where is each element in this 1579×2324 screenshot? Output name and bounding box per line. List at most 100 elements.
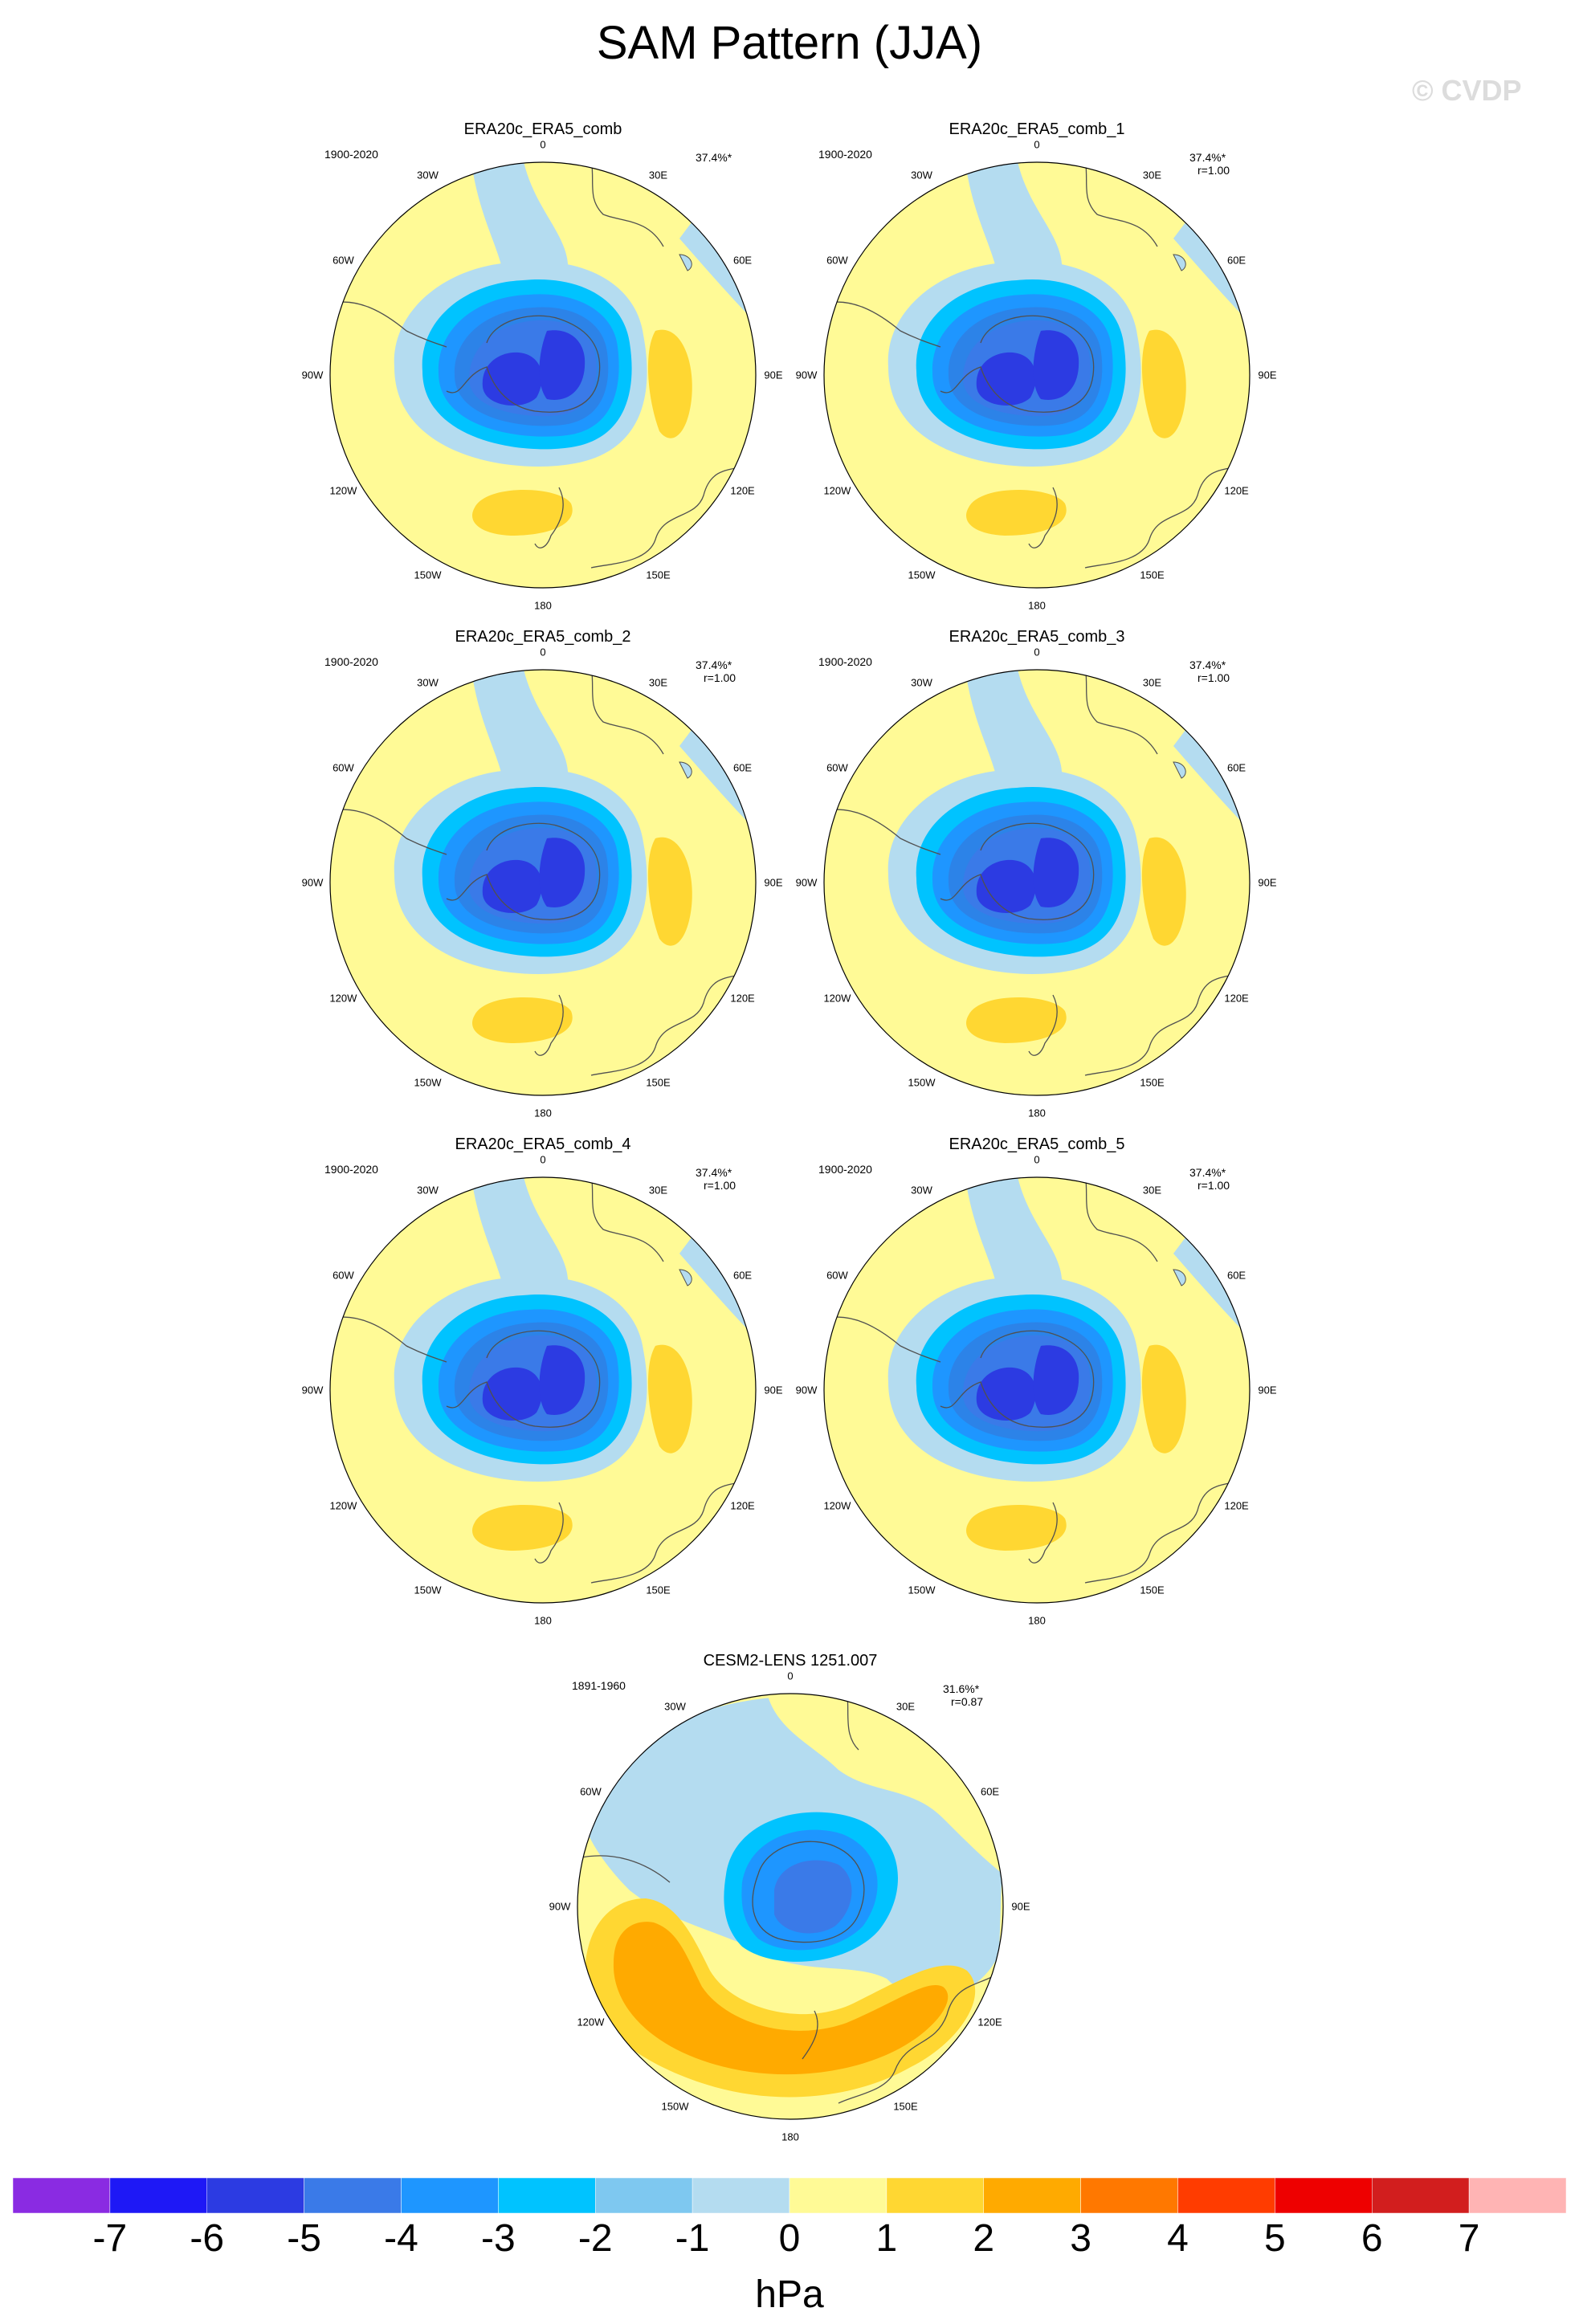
colorbar-tick: -4 bbox=[384, 2217, 418, 2260]
panel-pattern-correlation: r=0.87 bbox=[951, 1695, 984, 1708]
colorbar-tick: 4 bbox=[1167, 2217, 1189, 2260]
longitude-label: 180 bbox=[1028, 1107, 1046, 1119]
polar-stereographic-map bbox=[823, 1176, 1251, 1604]
longitude-label: 0 bbox=[540, 646, 546, 658]
longitude-label: 180 bbox=[534, 1107, 552, 1119]
longitude-label: 150W bbox=[908, 1584, 936, 1596]
panel-variance-pct: 37.4%* bbox=[696, 1166, 732, 1179]
longitude-label: 90W bbox=[549, 1900, 571, 1913]
colorbar-tick: -7 bbox=[92, 2217, 128, 2260]
page-title: SAM Pattern (JJA) bbox=[596, 17, 983, 69]
panel-pattern-correlation: r=1.00 bbox=[704, 671, 736, 684]
longitude-label: 120E bbox=[1224, 992, 1249, 1004]
map-panel bbox=[823, 1176, 1251, 1604]
longitude-label: 30W bbox=[911, 169, 932, 181]
longitude-label: 90E bbox=[1258, 1384, 1277, 1396]
longitude-label: 60E bbox=[732, 254, 753, 266]
panel-title: ERA20c_ERA5_comb_1 bbox=[949, 120, 1125, 138]
longitude-label: 150W bbox=[414, 569, 442, 581]
longitude-label: 150E bbox=[1140, 569, 1165, 581]
panel-variance-pct: 37.4%* bbox=[1189, 658, 1226, 671]
longitude-label: 120W bbox=[577, 2016, 605, 2028]
longitude-label: 90W bbox=[795, 369, 818, 381]
longitude-label: 150E bbox=[893, 2100, 918, 2113]
colorbar-swatch bbox=[1177, 2178, 1275, 2213]
longitude-label: 0 bbox=[540, 138, 546, 151]
longitude-label: 90W bbox=[795, 876, 818, 889]
longitude-label: 60E bbox=[1226, 1269, 1246, 1281]
longitude-label: 90E bbox=[764, 876, 783, 889]
colorbar-tick: 5 bbox=[1264, 2217, 1286, 2260]
longitude-label: 30W bbox=[417, 676, 439, 689]
longitude-label: 90E bbox=[764, 369, 783, 381]
longitude-label: 150E bbox=[1140, 1076, 1165, 1089]
longitude-label: 60W bbox=[580, 1785, 602, 1797]
longitude-label: 120E bbox=[1224, 484, 1249, 496]
colorbar-swatch bbox=[1275, 2178, 1373, 2213]
panel-pattern-correlation: r=1.00 bbox=[704, 1179, 736, 1192]
longitude-label: 90E bbox=[764, 1384, 783, 1396]
longitude-label: 0 bbox=[1034, 1153, 1040, 1166]
longitude-label: 180 bbox=[1028, 1614, 1046, 1627]
polar-stereographic-map bbox=[329, 161, 757, 589]
colorbar-swatch bbox=[498, 2178, 596, 2213]
panel-variance-pct: 37.4%* bbox=[1189, 151, 1226, 164]
longitude-label: 30E bbox=[1142, 1184, 1162, 1197]
longitude-label: 30W bbox=[664, 1700, 686, 1713]
longitude-label: 60W bbox=[333, 254, 354, 266]
longitude-label: 30E bbox=[896, 1700, 916, 1713]
longitude-label: 120E bbox=[977, 2016, 1002, 2028]
panel-variance-pct: 37.4%* bbox=[1189, 1166, 1226, 1179]
watermark: © CVDP bbox=[1412, 74, 1522, 107]
colorbar-tick: 3 bbox=[1070, 2217, 1091, 2260]
longitude-label: 30E bbox=[1142, 169, 1162, 181]
longitude-label: 90W bbox=[301, 369, 324, 381]
longitude-label: 60E bbox=[1226, 761, 1246, 773]
longitude-label: 60W bbox=[826, 761, 848, 773]
colorbar-swatch bbox=[206, 2178, 304, 2213]
colorbar-swatch bbox=[13, 2178, 111, 2213]
longitude-label: 180 bbox=[781, 2130, 799, 2143]
longitude-label: 30W bbox=[417, 169, 439, 181]
longitude-label: 30E bbox=[1142, 676, 1162, 689]
longitude-label: 60W bbox=[333, 761, 354, 773]
colorbar-swatch bbox=[1080, 2178, 1178, 2213]
colorbar-swatch bbox=[1372, 2178, 1470, 2213]
longitude-label: 150W bbox=[908, 569, 936, 581]
colorbar-tick: 6 bbox=[1361, 2217, 1383, 2260]
panel-pattern-correlation: r=1.00 bbox=[1198, 164, 1230, 177]
map-panel bbox=[329, 1176, 757, 1604]
longitude-label: 180 bbox=[1028, 599, 1046, 612]
colorbar-units: hPa bbox=[755, 2273, 824, 2316]
longitude-label: 120E bbox=[730, 484, 755, 496]
longitude-label: 30W bbox=[911, 676, 932, 689]
longitude-label: 150E bbox=[646, 1584, 671, 1596]
longitude-label: 150E bbox=[1140, 1584, 1165, 1596]
panel-title: ERA20c_ERA5_comb_5 bbox=[949, 1135, 1125, 1153]
longitude-label: 60W bbox=[826, 254, 848, 266]
panel-title: CESM2-LENS 1251.007 bbox=[703, 1652, 878, 1670]
colorbar-swatch bbox=[1468, 2178, 1566, 2213]
colorbar-swatch bbox=[595, 2178, 693, 2213]
map-panel bbox=[823, 161, 1251, 589]
longitude-label: 180 bbox=[534, 599, 552, 612]
longitude-label: 60E bbox=[732, 761, 753, 773]
panel-title: ERA20c_ERA5_comb_4 bbox=[455, 1135, 631, 1153]
longitude-label: 90W bbox=[795, 1384, 818, 1396]
map-panel bbox=[577, 1693, 1004, 2120]
polar-stereographic-map bbox=[823, 161, 1251, 589]
panel-pattern-correlation: r=1.00 bbox=[1198, 1179, 1230, 1192]
map-panel bbox=[823, 669, 1251, 1096]
longitude-label: 30W bbox=[911, 1184, 932, 1197]
colorbar-tick: -2 bbox=[577, 2217, 613, 2260]
panel-variance-pct: 37.4%* bbox=[696, 151, 732, 164]
longitude-label: 0 bbox=[787, 1670, 794, 1682]
panel-years: 1900-2020 bbox=[818, 1163, 872, 1176]
longitude-label: 150W bbox=[414, 1076, 442, 1089]
longitude-label: 150W bbox=[908, 1076, 936, 1089]
colorbar-tick: -3 bbox=[481, 2217, 516, 2260]
longitude-label: 120W bbox=[823, 1499, 851, 1511]
longitude-label: 120E bbox=[730, 992, 755, 1004]
longitude-label: 150E bbox=[646, 569, 671, 581]
colorbar-swatch bbox=[109, 2178, 207, 2213]
